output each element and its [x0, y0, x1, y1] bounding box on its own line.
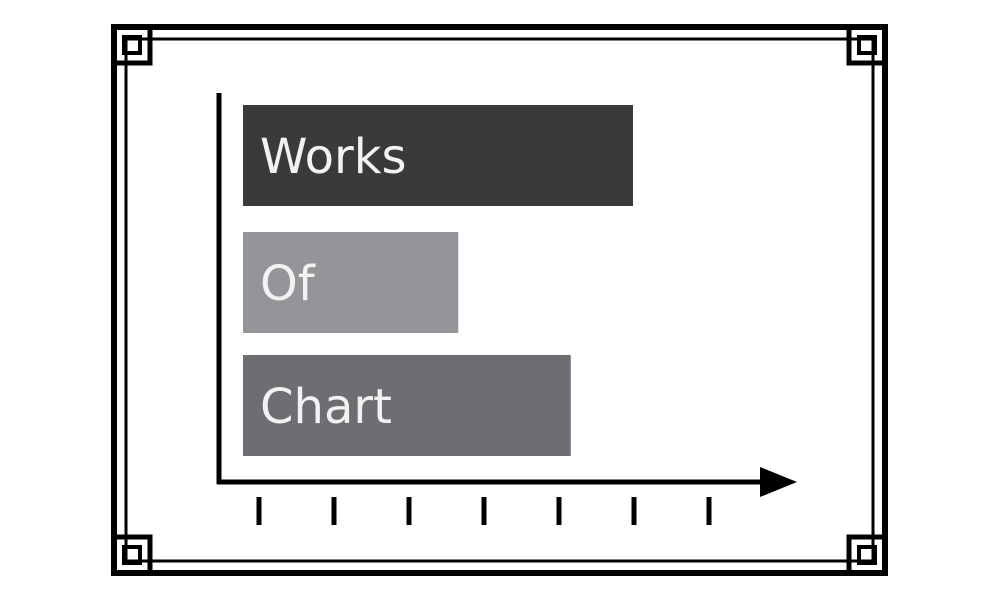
bar-works: [243, 105, 633, 206]
frame-outer-border: [111, 24, 888, 576]
bar-label-of: Of: [260, 256, 316, 312]
frame-corner-top-right: [846, 24, 888, 66]
frame-corner-top-left: [111, 24, 153, 66]
decorative-frame: [111, 24, 888, 576]
frame-inner-border: [124, 37, 875, 563]
frame-corner-bottom-left: [111, 534, 153, 576]
bar-label-chart: Chart: [260, 379, 392, 435]
axes: [216, 93, 797, 497]
x-axis-ticks: [256, 497, 712, 525]
frame-corner-bottom-right: [846, 534, 888, 576]
bar-label-works: Works: [260, 129, 407, 185]
bars-group: Works Of Chart: [243, 105, 633, 456]
bar-of: [243, 232, 459, 333]
x-axis-arrowhead: [760, 467, 797, 497]
bar-chart: [243, 355, 571, 456]
